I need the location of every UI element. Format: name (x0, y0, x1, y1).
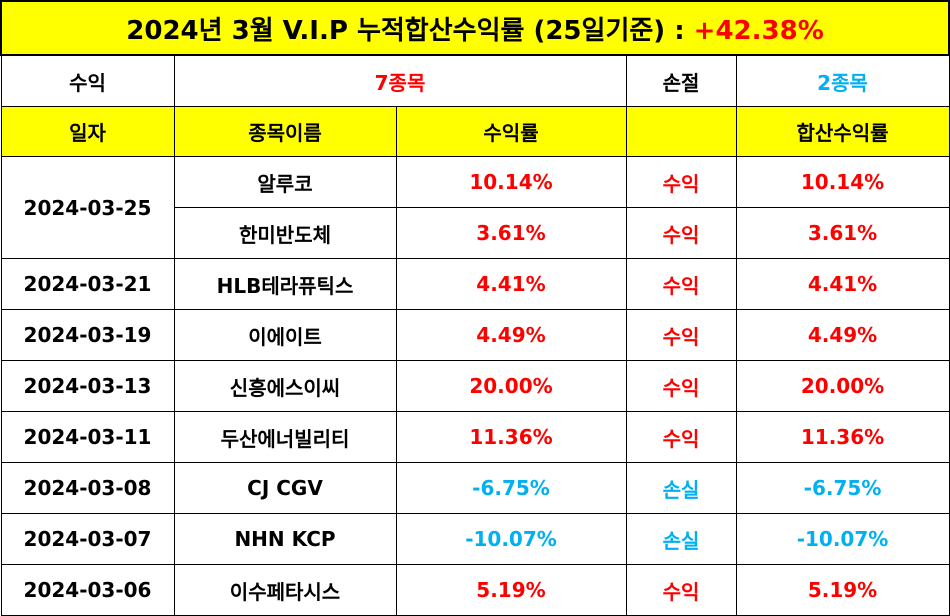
row-result: 수익 (625, 360, 737, 412)
row-return: 5.19% (395, 564, 627, 616)
row-stock-name: CJ CGV (173, 462, 397, 514)
table-row: 2024-03-13 신흥에스이씨 20.00% 수익 20.00% (0, 360, 950, 412)
row-total: 20.00% (735, 360, 950, 412)
row-stock-name: 한미반도체 (173, 207, 397, 259)
col-header-return: 수익률 (395, 106, 627, 157)
row-result: 수익 (625, 411, 737, 463)
row-stock-name: 신흥에스이씨 (173, 360, 397, 412)
row-date: 2024-03-11 (0, 411, 175, 463)
profit-count: 7종목 (173, 54, 627, 107)
row-date: 2024-03-21 (0, 258, 175, 310)
row-total: 3.61% (735, 207, 950, 259)
row-total: -6.75% (735, 462, 950, 514)
row-result: 수익 (625, 309, 737, 361)
row-return: -10.07% (395, 513, 627, 565)
col-header-blank (625, 106, 737, 157)
row-stock-name: 이에이트 (173, 309, 397, 361)
row-return: 3.61% (395, 207, 627, 259)
table-row: 2024-03-21 HLB테라퓨틱스 4.41% 수익 4.41% (0, 258, 950, 310)
row-result: 수익 (625, 258, 737, 310)
row-result: 수익 (625, 207, 737, 259)
table-row: 2024-03-06 이수페타시스 5.19% 수익 5.19% (0, 564, 950, 616)
row-total: 11.36% (735, 411, 950, 463)
summary-row: 수익 7종목 손절 2종목 (0, 54, 950, 107)
row-stock-name: HLB테라퓨틱스 (173, 258, 397, 310)
row-stock-name: 이수페타시스 (173, 564, 397, 616)
row-stock-name: 알루코 (173, 156, 397, 208)
loss-label: 손절 (625, 54, 737, 107)
row-date: 2024-03-19 (0, 309, 175, 361)
profit-label: 수익 (0, 54, 175, 107)
col-header-total: 합산수익률 (735, 106, 950, 157)
row-date: 2024-03-06 (0, 564, 175, 616)
row-date: 2024-03-13 (0, 360, 175, 412)
row-total: 10.14% (735, 156, 950, 208)
row-date: 2024-03-08 (0, 462, 175, 514)
table-row: 2024-03-19 이에이트 4.49% 수익 4.49% (0, 309, 950, 361)
header-row: 일자 종목이름 수익률 합산수익률 (0, 106, 950, 157)
row-stock-name: NHN KCP (173, 513, 397, 565)
title-return: +42.38% (693, 15, 824, 46)
table-row: 2024-03-08 CJ CGV -6.75% 손실 -6.75% (0, 462, 950, 514)
row-total: 4.49% (735, 309, 950, 361)
table-row: 2024-03-11 두산에너빌리티 11.36% 수익 11.36% (0, 411, 950, 463)
title-row: 2024년 3월 V.I.P 누적합산수익률 (25일기준) : +42.38% (0, 0, 950, 56)
row-result: 손실 (625, 513, 737, 565)
row-total: -10.07% (735, 513, 950, 565)
table-row: 2024-03-25 알루코 10.14% 수익 10.14% (0, 156, 950, 259)
loss-count: 2종목 (735, 54, 950, 107)
row-return: 10.14% (395, 156, 627, 208)
row-result: 수익 (625, 564, 737, 616)
page-title: 2024년 3월 V.I.P 누적합산수익률 (25일기준) : +42.38% (0, 0, 950, 56)
col-header-date: 일자 (0, 106, 175, 157)
row-result: 손실 (625, 462, 737, 514)
row-date: 2024-03-07 (0, 513, 175, 565)
row-return: 4.41% (395, 258, 627, 310)
table-row: 2024-03-07 NHN KCP -10.07% 손실 -10.07% (0, 513, 950, 565)
row-total: 4.41% (735, 258, 950, 310)
row-return: 20.00% (395, 360, 627, 412)
row-total: 5.19% (735, 564, 950, 616)
row-result: 수익 (625, 156, 737, 208)
row-date: 2024-03-25 (0, 156, 175, 259)
row-return: 11.36% (395, 411, 627, 463)
table-body: 2024-03-25 알루코 10.14% 수익 10.14% 한미반도체 3.61% 수익 3… (0, 156, 950, 616)
row-return: -6.75% (395, 462, 627, 514)
row-stock-name: 두산에너빌리티 (173, 411, 397, 463)
col-header-name: 종목이름 (173, 106, 397, 157)
row-return: 4.49% (395, 309, 627, 361)
title-text: 2024년 3월 V.I.P 누적합산수익률 (25일기준) : (126, 15, 694, 46)
